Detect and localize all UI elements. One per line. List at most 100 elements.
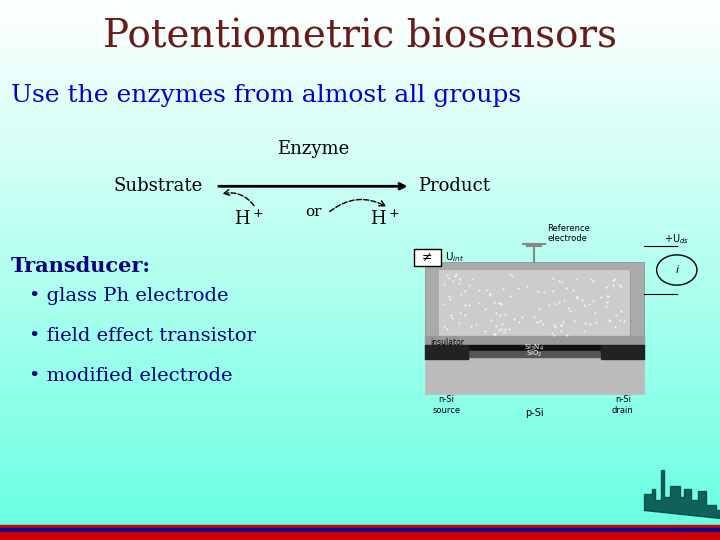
Bar: [0, 38, 720, 39]
Bar: [0, 407, 720, 409]
Bar: [0, 531, 720, 533]
Bar: [425, 357, 644, 394]
Bar: [0, 479, 720, 481]
Bar: [0, 218, 720, 220]
Bar: [0, 135, 720, 137]
Bar: [0, 103, 720, 104]
Bar: [0, 270, 720, 272]
Bar: [0, 281, 720, 282]
Bar: [0, 389, 720, 390]
Bar: [0, 414, 720, 416]
Bar: [0, 285, 720, 286]
Bar: [0, 212, 720, 214]
Bar: [0, 333, 720, 335]
Bar: [0, 423, 720, 425]
Bar: [0, 518, 720, 520]
Bar: [0, 0, 720, 2]
Bar: [0, 329, 720, 331]
Text: Transducer:: Transducer:: [11, 256, 150, 276]
Bar: [0, 358, 720, 360]
Bar: [0, 387, 720, 389]
Bar: [0, 119, 720, 120]
Bar: [0, 369, 720, 371]
Text: H$^+$: H$^+$: [233, 209, 264, 228]
Bar: [0, 315, 720, 317]
Bar: [0, 367, 720, 369]
Bar: [0, 360, 720, 362]
Bar: [0, 457, 720, 459]
Bar: [0, 437, 720, 439]
Bar: [0, 193, 720, 194]
Bar: [0, 207, 720, 209]
Bar: [0, 439, 720, 441]
Bar: [0, 448, 720, 450]
Bar: [0, 353, 720, 355]
Bar: [0, 22, 720, 23]
Bar: [0, 443, 720, 444]
Bar: [0, 74, 720, 76]
Bar: [0, 432, 720, 434]
Text: +U$_{ds}$: +U$_{ds}$: [665, 232, 689, 246]
Bar: [0, 306, 720, 308]
Bar: [0, 355, 720, 356]
Bar: [0, 515, 720, 517]
Bar: [0, 223, 720, 225]
Bar: [0, 18, 720, 20]
Bar: [0, 214, 720, 216]
Text: i: i: [675, 265, 678, 275]
Text: n-Si
source: n-Si source: [432, 395, 461, 415]
Bar: [0, 131, 720, 133]
Bar: [0, 328, 720, 329]
Text: n-Si
drain: n-Si drain: [612, 395, 634, 415]
Bar: [0, 524, 720, 525]
Bar: [0, 259, 720, 261]
Bar: [0, 11, 720, 12]
Bar: [0, 495, 720, 497]
Bar: [0, 520, 720, 522]
Bar: [0, 286, 720, 288]
Bar: [0, 272, 720, 274]
Bar: [425, 345, 468, 359]
Bar: [0, 461, 720, 463]
Bar: [0, 63, 720, 65]
Bar: [0, 268, 720, 270]
Bar: [0, 178, 720, 180]
Bar: [0, 464, 720, 466]
Text: Reference
electrode: Reference electrode: [547, 224, 590, 243]
Bar: [0, 410, 720, 412]
Bar: [0, 126, 720, 128]
Bar: [0, 471, 720, 474]
Bar: [0, 164, 720, 166]
Bar: [0, 490, 720, 491]
Bar: [0, 209, 720, 211]
Bar: [0, 133, 720, 135]
Polygon shape: [425, 262, 644, 346]
Bar: [0, 513, 720, 515]
Bar: [0, 29, 720, 31]
Bar: [468, 345, 601, 351]
Bar: [0, 261, 720, 263]
Bar: [0, 383, 720, 385]
Bar: [0, 241, 720, 243]
Bar: [0, 436, 720, 437]
Bar: [0, 292, 720, 293]
Bar: [0, 123, 720, 124]
Bar: [0, 488, 720, 490]
Bar: [0, 140, 720, 142]
Bar: [0, 216, 720, 218]
Bar: [0, 27, 720, 29]
Bar: [0, 198, 720, 200]
Bar: [0, 312, 720, 313]
Bar: [0, 155, 720, 157]
Text: Substrate: Substrate: [114, 177, 203, 195]
Bar: [0, 335, 720, 336]
Bar: [0, 162, 720, 164]
Bar: [0, 232, 720, 234]
Bar: [0, 356, 720, 358]
Bar: [0, 194, 720, 196]
Bar: [0, 517, 720, 518]
Bar: [0, 52, 720, 54]
Bar: [0, 308, 720, 309]
Bar: [0, 255, 720, 258]
Bar: [0, 511, 720, 513]
